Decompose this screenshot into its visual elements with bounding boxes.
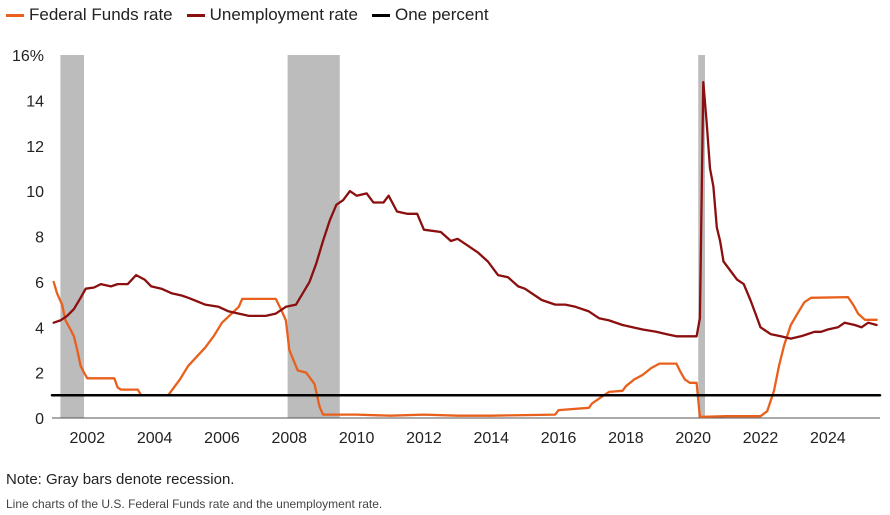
legend-item-fed-funds: Federal Funds rate <box>6 5 173 25</box>
x-tick-label: 2006 <box>204 430 240 447</box>
x-tick-label: 2018 <box>608 430 644 447</box>
x-tick-label: 2012 <box>406 430 442 447</box>
x-tick-label: 2014 <box>473 430 509 447</box>
unemployment-line <box>52 81 878 340</box>
legend-label-fed-funds: Federal Funds rate <box>29 5 173 24</box>
recession-bars <box>60 55 705 418</box>
x-tick-label: 2008 <box>271 430 307 447</box>
x-tick-label: 2020 <box>675 430 711 447</box>
y-tick-label: 2 <box>35 366 44 383</box>
legend-swatch-fed-funds <box>6 13 24 17</box>
y-tick-label: 12 <box>26 139 44 156</box>
y-tick-label: 16% <box>12 48 44 65</box>
legend-label-one-percent: One percent <box>394 5 489 24</box>
legend-item-one-percent: One percent <box>371 5 489 25</box>
series-lines <box>50 81 882 419</box>
y-tick-label: 10 <box>26 184 44 201</box>
recession-bar-1 <box>287 55 340 418</box>
x-tick-label: 2004 <box>137 430 173 447</box>
axes: 0 2 4 6 8 10 12 14 16% 2002 2004 2006 2008 2010 2012 20… <box>12 48 880 447</box>
chart-note: Note: Gray bars denote recession. <box>6 471 235 488</box>
x-tick-label: 2024 <box>810 430 846 447</box>
legend-label-unemployment: Unemployment rate <box>209 5 358 24</box>
x-tick-label: 2010 <box>339 430 375 447</box>
x-tick-label: 2016 <box>541 430 577 447</box>
legend-item-unemployment: Unemployment rate <box>186 5 358 25</box>
legend-swatch-unemployment <box>186 13 205 17</box>
y-tick-label: 6 <box>35 275 44 292</box>
chart-caption: Line charts of the U.S. Federal Funds ra… <box>6 497 383 511</box>
y-tick-label: 0 <box>35 411 44 428</box>
chart-legend: Federal Funds rate Unemployment rate One… <box>6 4 503 26</box>
recession-bar-0 <box>60 55 84 418</box>
fed-funds-line <box>52 280 878 419</box>
y-tick-label: 4 <box>35 320 44 337</box>
y-tick-label: 14 <box>26 93 44 110</box>
x-tick-label: 2002 <box>70 430 106 447</box>
legend-swatch-one-percent <box>371 13 390 17</box>
x-tick-label: 2022 <box>743 430 779 447</box>
y-tick-label: 8 <box>35 230 44 247</box>
